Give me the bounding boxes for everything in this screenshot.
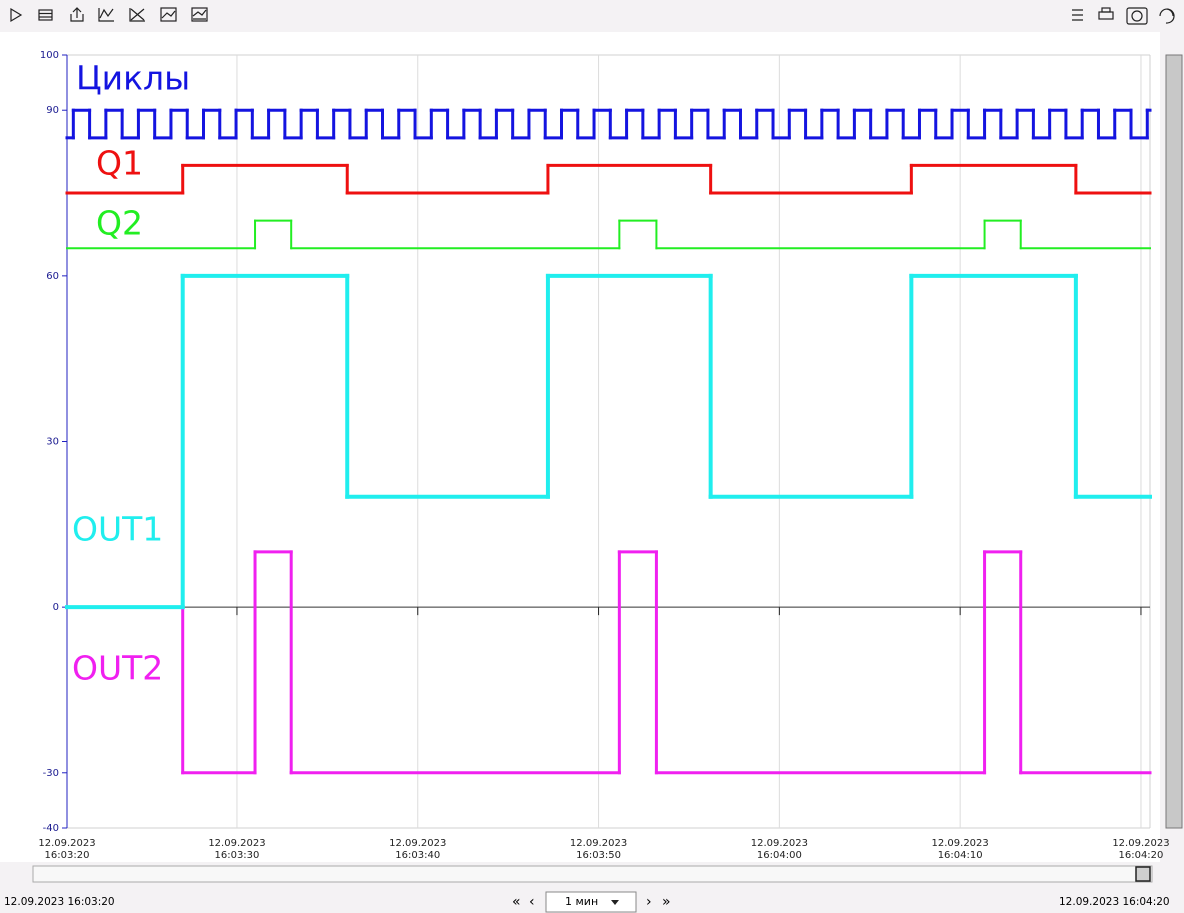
trend-button[interactable] <box>160 7 177 22</box>
x-tick-label: 16:03:50 <box>576 850 621 861</box>
x-tick-label: 12.09.2023 <box>932 838 989 849</box>
y-tick-label: 90 <box>46 105 59 116</box>
nav-prev[interactable]: ‹ <box>529 894 535 910</box>
refresh-button[interactable] <box>1159 8 1175 24</box>
nav-next[interactable]: › <box>646 894 652 910</box>
axes-button[interactable] <box>98 8 114 22</box>
series-label: OUT2 <box>72 649 163 688</box>
y-tick-label: 30 <box>46 437 59 448</box>
dropdown-arrow <box>611 900 619 905</box>
x-tick-label: 16:04:10 <box>938 850 983 861</box>
x-tick-label: 16:04:00 <box>757 850 802 861</box>
x-tick-label: 12.09.2023 <box>38 838 95 849</box>
x-tick-label: 16:03:40 <box>395 850 440 861</box>
snapshot-button[interactable] <box>1126 7 1148 25</box>
series <box>65 108 1152 140</box>
series-label: Циклы <box>76 59 190 98</box>
series <box>65 163 1152 195</box>
x-tick-label: 12.09.2023 <box>208 838 265 849</box>
series-label: OUT1 <box>72 510 163 549</box>
x-tick-label: 16:03:20 <box>45 850 90 861</box>
x-tick-label: 16:04:20 <box>1118 850 1163 861</box>
series-label: Q2 <box>96 204 143 243</box>
series <box>66 219 1151 250</box>
interval-select[interactable] <box>545 891 637 913</box>
x-tick-label: 12.09.2023 <box>389 838 446 849</box>
trend2-button[interactable] <box>191 7 208 22</box>
print-button[interactable] <box>1098 7 1114 20</box>
series <box>65 273 1152 610</box>
x-tick-label: 16:03:30 <box>214 850 259 861</box>
range-end: 12.09.2023 16:04:20 <box>1059 896 1170 908</box>
table-button[interactable] <box>38 9 53 21</box>
vertical-scrollbar[interactable] <box>1165 54 1183 829</box>
y-tick-label: 0 <box>53 602 59 613</box>
nav-last[interactable]: » <box>662 894 671 910</box>
export-button[interactable] <box>70 7 84 22</box>
x-tick-label: 12.09.2023 <box>751 838 808 849</box>
range-start: 12.09.2023 16:03:20 <box>4 896 115 908</box>
scroll-thumb[interactable] <box>1135 866 1151 882</box>
y-tick-label: 60 <box>46 271 59 282</box>
nav-first[interactable]: « <box>512 894 521 910</box>
interval-label: 1 мин <box>565 895 598 908</box>
clear-button[interactable] <box>129 8 145 22</box>
toolbar <box>0 0 1184 32</box>
plot-background <box>0 32 1160 862</box>
horizontal-scrollbar[interactable] <box>32 865 1153 883</box>
x-tick-label: 12.09.2023 <box>1112 838 1169 849</box>
play-button[interactable] <box>10 7 23 23</box>
y-tick-label: -30 <box>43 768 59 779</box>
y-tick-label: -40 <box>43 823 59 834</box>
list-button[interactable] <box>1072 9 1083 21</box>
series <box>65 550 1152 775</box>
series-label: Q1 <box>96 144 143 183</box>
x-tick-label: 12.09.2023 <box>570 838 627 849</box>
y-tick-label: 100 <box>40 50 59 61</box>
